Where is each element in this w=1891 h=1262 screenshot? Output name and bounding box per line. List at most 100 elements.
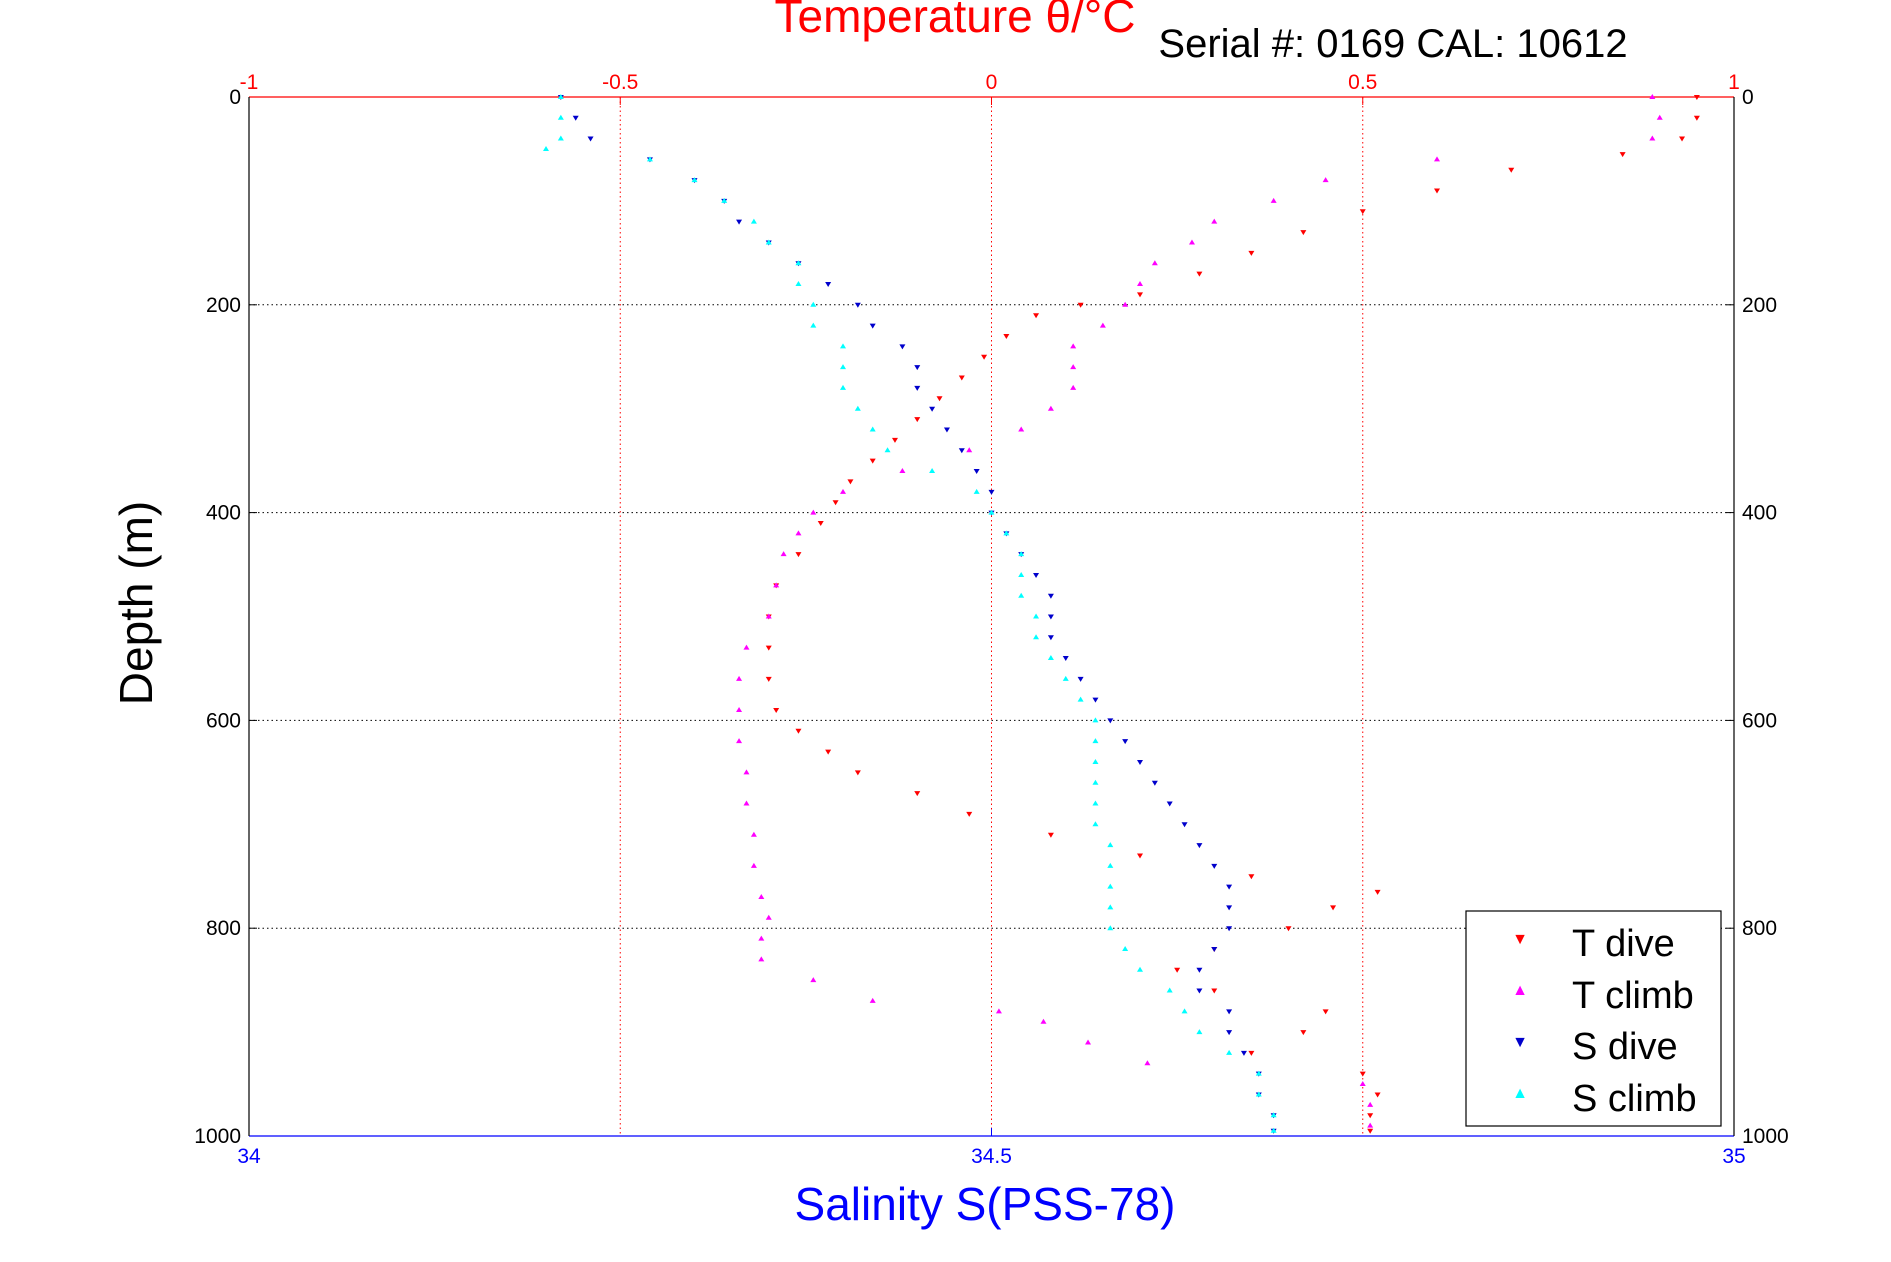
data-point xyxy=(795,728,802,734)
data-point xyxy=(1270,197,1277,203)
depth-tick-label-left: 0 xyxy=(229,86,241,109)
data-point xyxy=(1374,889,1381,895)
data-point xyxy=(1211,218,1218,224)
depth-tick-label-right: 0 xyxy=(1742,86,1754,109)
data-point xyxy=(1033,572,1040,578)
data-point xyxy=(1137,759,1143,765)
depth-tick-label-right: 200 xyxy=(1742,294,1777,317)
data-point xyxy=(1226,1009,1233,1015)
data-point xyxy=(817,520,824,526)
data-point xyxy=(1003,333,1010,339)
depth-tick-label-left: 400 xyxy=(206,502,241,525)
data-point xyxy=(1359,1071,1366,1077)
data-point xyxy=(1359,1081,1366,1087)
depth-tick-label-left: 800 xyxy=(206,917,241,940)
data-point xyxy=(810,322,817,328)
x-axis-bottom-label: Salinity S(PSS-78) xyxy=(795,1178,1176,1230)
temperature-tick-label: 1 xyxy=(1728,71,1740,94)
data-point xyxy=(780,551,787,557)
temperature-tick-label: 0.5 xyxy=(1348,71,1377,94)
data-point xyxy=(958,448,965,454)
data-point xyxy=(1166,987,1173,993)
data-point xyxy=(869,426,876,432)
data-point xyxy=(1196,967,1203,973)
data-point xyxy=(1226,1049,1233,1055)
data-point xyxy=(1434,188,1440,194)
data-point xyxy=(1693,115,1700,121)
data-point xyxy=(1107,718,1114,724)
data-point xyxy=(557,114,564,120)
data-point xyxy=(1196,988,1203,994)
data-point xyxy=(1107,862,1114,868)
data-point xyxy=(1092,779,1099,785)
data-point xyxy=(1018,551,1025,557)
data-point xyxy=(1047,593,1054,599)
data-point xyxy=(1092,821,1099,827)
data-point xyxy=(1255,1091,1262,1097)
data-point xyxy=(1166,801,1173,807)
data-point xyxy=(736,675,743,681)
chart-title: Temperature θ/°C xyxy=(775,0,1136,42)
data-point xyxy=(758,894,765,900)
data-point xyxy=(1077,676,1084,682)
data-point xyxy=(810,977,817,983)
data-point xyxy=(1255,1070,1262,1076)
data-point xyxy=(743,644,750,650)
depth-tick-label-right: 1000 xyxy=(1742,1125,1789,1148)
data-point xyxy=(1047,405,1054,411)
data-point xyxy=(914,791,921,797)
data-point xyxy=(1196,843,1203,849)
data-point xyxy=(936,396,943,402)
data-point xyxy=(840,364,846,370)
data-point xyxy=(795,260,802,266)
data-point xyxy=(832,500,839,506)
data-point xyxy=(1070,343,1077,349)
data-point xyxy=(1047,655,1054,661)
data-point xyxy=(1033,613,1040,619)
data-point xyxy=(1077,696,1084,702)
data-point xyxy=(1092,717,1099,723)
data-point xyxy=(572,115,579,121)
data-point xyxy=(884,447,891,453)
legend-label-s-dive: S dive xyxy=(1572,1026,1678,1068)
data-point xyxy=(1649,135,1656,141)
legend-mark-s-dive: ▼ xyxy=(1512,1034,1528,1051)
data-point xyxy=(914,385,921,391)
data-point xyxy=(1137,281,1143,287)
data-point xyxy=(1693,95,1700,100)
data-point xyxy=(854,405,861,411)
data-point xyxy=(981,354,988,360)
data-point xyxy=(1226,884,1233,890)
data-point xyxy=(1367,1113,1374,1119)
data-point xyxy=(810,509,817,515)
data-point xyxy=(840,488,846,494)
y-axis-label: Depth (m) xyxy=(110,501,162,705)
data-point xyxy=(929,406,936,412)
data-point xyxy=(736,219,743,225)
legend-mark-s-climb: ▲ xyxy=(1512,1085,1528,1102)
data-point xyxy=(1151,260,1158,266)
data-point xyxy=(758,935,765,941)
data-point xyxy=(1330,905,1337,911)
data-point xyxy=(1285,926,1292,932)
data-point xyxy=(1144,1060,1151,1066)
depth-tick-label-left: 200 xyxy=(206,294,241,317)
salinity-tick-label: 34 xyxy=(237,1145,261,1168)
data-point xyxy=(1092,800,1099,806)
data-point xyxy=(914,417,921,423)
data-point xyxy=(847,479,854,485)
data-point xyxy=(1107,842,1114,848)
data-point xyxy=(736,738,743,744)
data-point xyxy=(646,156,653,162)
data-point xyxy=(736,707,743,713)
data-point xyxy=(1367,1101,1374,1107)
data-point xyxy=(1656,114,1663,120)
data-point xyxy=(1033,313,1040,319)
data-point xyxy=(1092,738,1099,744)
data-point xyxy=(1300,230,1307,236)
data-point xyxy=(1367,1128,1374,1134)
data-point xyxy=(1137,292,1143,298)
legend-box xyxy=(1465,910,1722,1127)
data-point xyxy=(869,323,876,329)
